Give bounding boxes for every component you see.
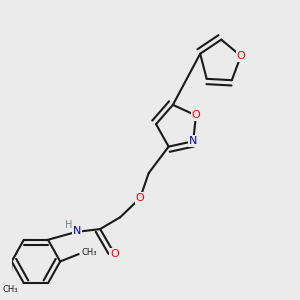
Text: O: O	[136, 193, 145, 203]
Text: H: H	[65, 220, 72, 230]
Text: N: N	[73, 226, 82, 236]
Text: CH₃: CH₃	[2, 285, 18, 294]
Text: O: O	[191, 110, 200, 120]
Text: CH₃: CH₃	[82, 248, 97, 257]
Text: N: N	[189, 136, 197, 146]
Text: O: O	[236, 51, 245, 61]
Text: O: O	[110, 249, 119, 259]
